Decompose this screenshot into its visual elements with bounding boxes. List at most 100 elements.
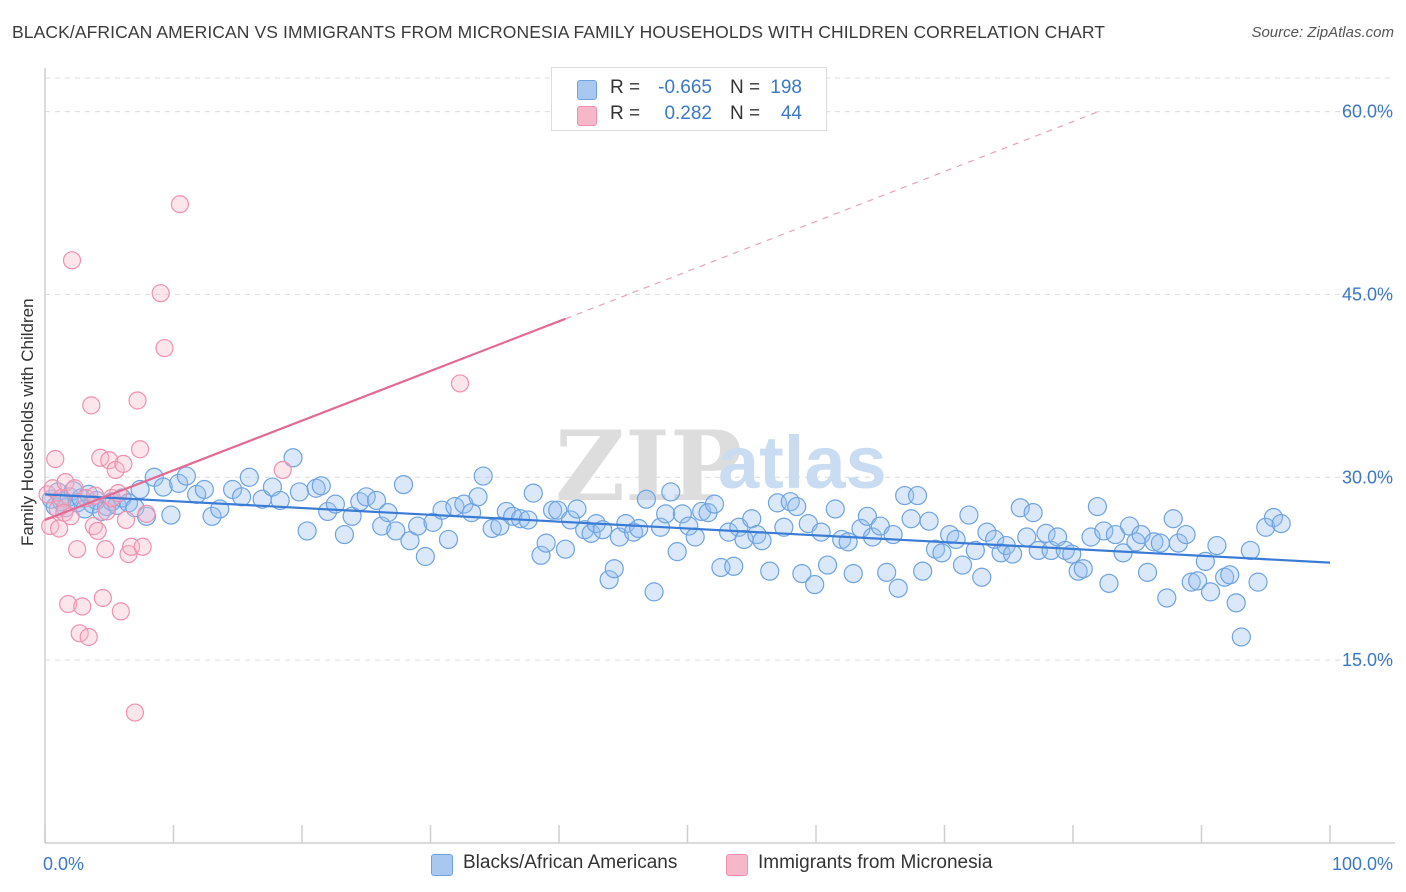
data-point-blacks [1094, 521, 1114, 541]
series-micronesia-points [38, 195, 470, 722]
data-point-blacks [623, 522, 644, 542]
data-point-micronesia [119, 544, 138, 564]
data-point-blacks [805, 574, 825, 595]
data-point-blacks [239, 467, 259, 487]
data-point-blacks [438, 529, 459, 550]
watermark-atlas: atlas [718, 421, 887, 504]
legend-label-micronesia: Immigrants from Micronesia [758, 852, 993, 873]
trend-line-blacks [44, 493, 1331, 564]
data-point-blacks [952, 555, 973, 575]
data-point-blacks [1181, 572, 1201, 592]
data-point-blacks [297, 521, 317, 541]
data-point-micronesia [133, 537, 152, 556]
data-point-blacks [629, 518, 649, 539]
data-point-blacks [1073, 559, 1093, 579]
data-point-blacks [468, 487, 488, 507]
y-tick-label: 30.0% [1342, 467, 1393, 487]
data-point-blacks [202, 506, 222, 526]
y-tick-label: 60.0% [1342, 102, 1393, 122]
data-point-micronesia [96, 540, 115, 559]
data-point-micronesia [130, 440, 150, 459]
data-point-micronesia [56, 473, 75, 492]
data-point-blacks [901, 509, 921, 529]
y-axis-title: Family Households with Children [18, 298, 37, 546]
data-point-blacks [1231, 627, 1251, 647]
data-point-micronesia [137, 504, 156, 523]
data-point-blacks [356, 487, 376, 507]
data-point-micronesia [111, 602, 130, 621]
y-tick-label: 15.0% [1342, 650, 1393, 670]
data-point-blacks [1220, 565, 1240, 585]
data-point-blacks [843, 563, 863, 584]
legend-n-value: 198 [770, 77, 802, 98]
trend-lines [44, 111, 1331, 564]
chart-title: BLACK/AFRICAN AMERICAN VS IMMIGRANTS FRO… [12, 22, 1106, 42]
legend-swatch-blue [431, 854, 453, 876]
data-point-blacks [742, 509, 762, 529]
data-point-micronesia [100, 451, 119, 470]
data-point-blacks [825, 499, 845, 519]
data-point-micronesia [97, 502, 116, 521]
data-point-blacks [161, 505, 181, 525]
data-point-blacks [306, 478, 326, 498]
trend-line-micronesia [44, 317, 566, 521]
data-point-blacks [1055, 540, 1075, 561]
data-point-blacks [1163, 509, 1183, 529]
data-point-blacks [599, 570, 619, 590]
data-point-blacks [393, 475, 414, 495]
data-point-micronesia [70, 624, 89, 643]
data-point-micronesia [114, 454, 133, 473]
data-point-blacks [386, 521, 406, 541]
data-point-blacks [977, 522, 997, 542]
data-point-blacks [672, 504, 692, 524]
legend-n-label: N = [730, 103, 761, 124]
data-point-blacks [555, 539, 576, 559]
data-point-micronesia [62, 251, 82, 270]
x-tick-label: 0.0% [43, 854, 84, 874]
data-point-blacks [1099, 573, 1119, 593]
data-point-blacks [817, 555, 838, 575]
data-point-blacks [877, 562, 897, 582]
data-point-blacks [661, 482, 681, 502]
data-point-blacks [792, 563, 812, 584]
data-point-blacks [560, 510, 581, 530]
data-point-blacks [1263, 507, 1284, 528]
data-point-micronesia [59, 594, 78, 614]
data-point-blacks [473, 466, 493, 486]
legend-swatch-pink [577, 106, 597, 126]
data-point-blacks [1023, 503, 1043, 523]
data-point-blacks [656, 504, 676, 524]
data-point-blacks [1157, 588, 1177, 608]
data-point-blacks [531, 545, 551, 565]
data-point-micronesia [93, 588, 112, 608]
data-point-micronesia [155, 338, 174, 358]
data-point-blacks [176, 466, 196, 486]
series-legend: Blacks/African Americans Immigrants from… [0, 852, 1406, 876]
data-point-blacks [503, 506, 523, 526]
data-point-blacks [542, 500, 563, 520]
data-point-blacks [318, 501, 338, 522]
data-point-micronesia [116, 510, 136, 530]
data-point-blacks [1176, 524, 1196, 545]
data-point-blacks [857, 506, 878, 526]
data-point-micronesia [125, 703, 145, 722]
data-point-blacks [1248, 572, 1268, 592]
data-point-blacks [1010, 498, 1030, 518]
data-point-micronesia [79, 627, 98, 647]
data-point-micronesia [273, 460, 292, 480]
data-point-blacks [972, 567, 992, 587]
data-point-blacks [919, 511, 939, 531]
legend-r-label: R = [610, 77, 641, 98]
x-tick-label: 100.0% [1332, 854, 1393, 874]
data-point-blacks [415, 546, 435, 567]
data-point-blacks [1144, 532, 1164, 552]
data-point-blacks [1150, 533, 1170, 553]
data-point-blacks [311, 476, 331, 496]
data-point-blacks [704, 494, 725, 514]
y-tick-label: 45.0% [1342, 284, 1393, 304]
legend-label-blacks: Blacks/African Americans [463, 852, 678, 873]
data-point-blacks [679, 516, 699, 536]
data-point-blacks [965, 540, 985, 561]
data-point-blacks [1200, 582, 1221, 602]
data-point-micronesia [450, 374, 470, 393]
